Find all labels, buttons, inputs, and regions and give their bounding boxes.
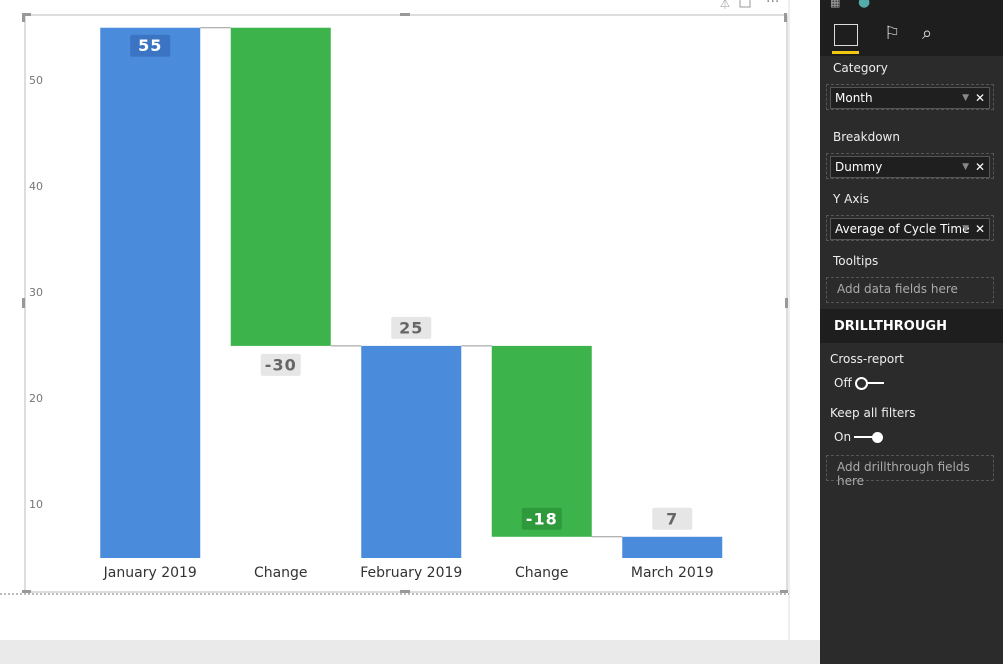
- toggle-state: Off: [834, 376, 852, 390]
- field-name: Dummy: [835, 160, 883, 174]
- field-pill[interactable]: Month ▼ ✕: [830, 87, 990, 109]
- toggle-label: Keep all filters: [830, 406, 916, 420]
- field-well[interactable]: Average of Cycle Time ▼ ✕: [826, 215, 994, 241]
- label-box: [391, 316, 432, 339]
- x-tick-label: Change: [254, 565, 308, 581]
- x-tick-label: March 2019: [631, 565, 714, 581]
- y-tick-label: 40: [29, 180, 43, 193]
- y-tick-label: 10: [29, 498, 43, 511]
- filter-icon[interactable]: ⏃: [719, 0, 731, 11]
- resize-handles[interactable]: [22, 13, 788, 593]
- bar: [100, 27, 201, 558]
- focus-icon[interactable]: [739, 0, 751, 8]
- toggle-knob[interactable]: [872, 432, 883, 443]
- toggle-track[interactable]: [854, 436, 882, 438]
- well-label: Y Axis: [833, 192, 870, 206]
- section-title: DRILLTHROUGH: [834, 319, 947, 334]
- field-well[interactable]: Add data fields here: [826, 277, 994, 303]
- label-box: [130, 34, 171, 57]
- field-pill[interactable]: Average of Cycle Time ▼ ✕: [830, 218, 990, 240]
- fields-tab[interactable]: [834, 24, 858, 46]
- report-canvas: ⏃ ··· 10 20 30 40 50 January 2019 55 Change -30 F…: [0, 0, 820, 664]
- data-label: -30: [265, 355, 297, 374]
- page-strip: [0, 640, 820, 664]
- data-label: 7: [666, 509, 678, 528]
- more-icon[interactable]: ···: [766, 0, 779, 10]
- field-well[interactable]: Month ▼ ✕: [826, 84, 994, 110]
- bar: [622, 536, 723, 558]
- tab-underline: [832, 51, 859, 54]
- label-box: [260, 353, 301, 376]
- well-label: Tooltips: [833, 254, 879, 268]
- section-header[interactable]: DRILLTHROUGH: [820, 309, 1003, 343]
- x-tick-label: February 2019: [360, 565, 462, 581]
- more-icon[interactable]: ···: [886, 0, 900, 8]
- bar: [361, 345, 462, 558]
- y-tick-label: 20: [29, 392, 43, 405]
- data-label: -18: [526, 509, 558, 528]
- toggle-state: On: [834, 430, 852, 444]
- field-well[interactable]: Dummy ▼ ✕: [826, 153, 994, 179]
- toggle-knob[interactable]: [855, 377, 868, 390]
- toggle-label: Cross-report: [830, 352, 904, 366]
- drillthrough-well[interactable]: Add drillthrough fields here: [826, 455, 994, 488]
- y-tick-label: 30: [29, 286, 43, 299]
- x-tick-label: January 2019: [103, 565, 197, 581]
- well-label: Breakdown: [833, 130, 900, 144]
- data-label: 55: [138, 36, 162, 55]
- label-box: [521, 507, 562, 530]
- pane-tabs: ⚐ ⌕: [820, 18, 1003, 56]
- data-label: 25: [399, 318, 423, 337]
- pane-top: ▦ ● ···: [820, 0, 1003, 18]
- well-placeholder: Add data fields here: [837, 282, 958, 296]
- well-label: Category: [833, 61, 888, 75]
- label-box: [652, 507, 693, 530]
- fields-pane: ▦ ● ··· ⚐ ⌕ Category Month ▼ ✕ Breakdown D…: [820, 0, 1003, 664]
- well-placeholder: Add drillthrough fields here: [837, 460, 970, 488]
- toggle-track[interactable]: [856, 382, 884, 384]
- bar: [230, 27, 331, 346]
- analytics-tab[interactable]: ⌕: [922, 23, 933, 44]
- format-tab[interactable]: ⚐: [884, 23, 901, 44]
- x-tick-label: Change: [515, 565, 569, 581]
- globe-icon[interactable]: ●: [858, 0, 871, 10]
- field-name: Month: [835, 91, 873, 105]
- field-name: Average of Cycle Time: [835, 222, 970, 236]
- field-pill[interactable]: Dummy ▼ ✕: [830, 156, 990, 178]
- y-tick-label: 50: [29, 74, 43, 87]
- bar: [491, 345, 592, 537]
- viz-icon[interactable]: ▦: [830, 0, 841, 9]
